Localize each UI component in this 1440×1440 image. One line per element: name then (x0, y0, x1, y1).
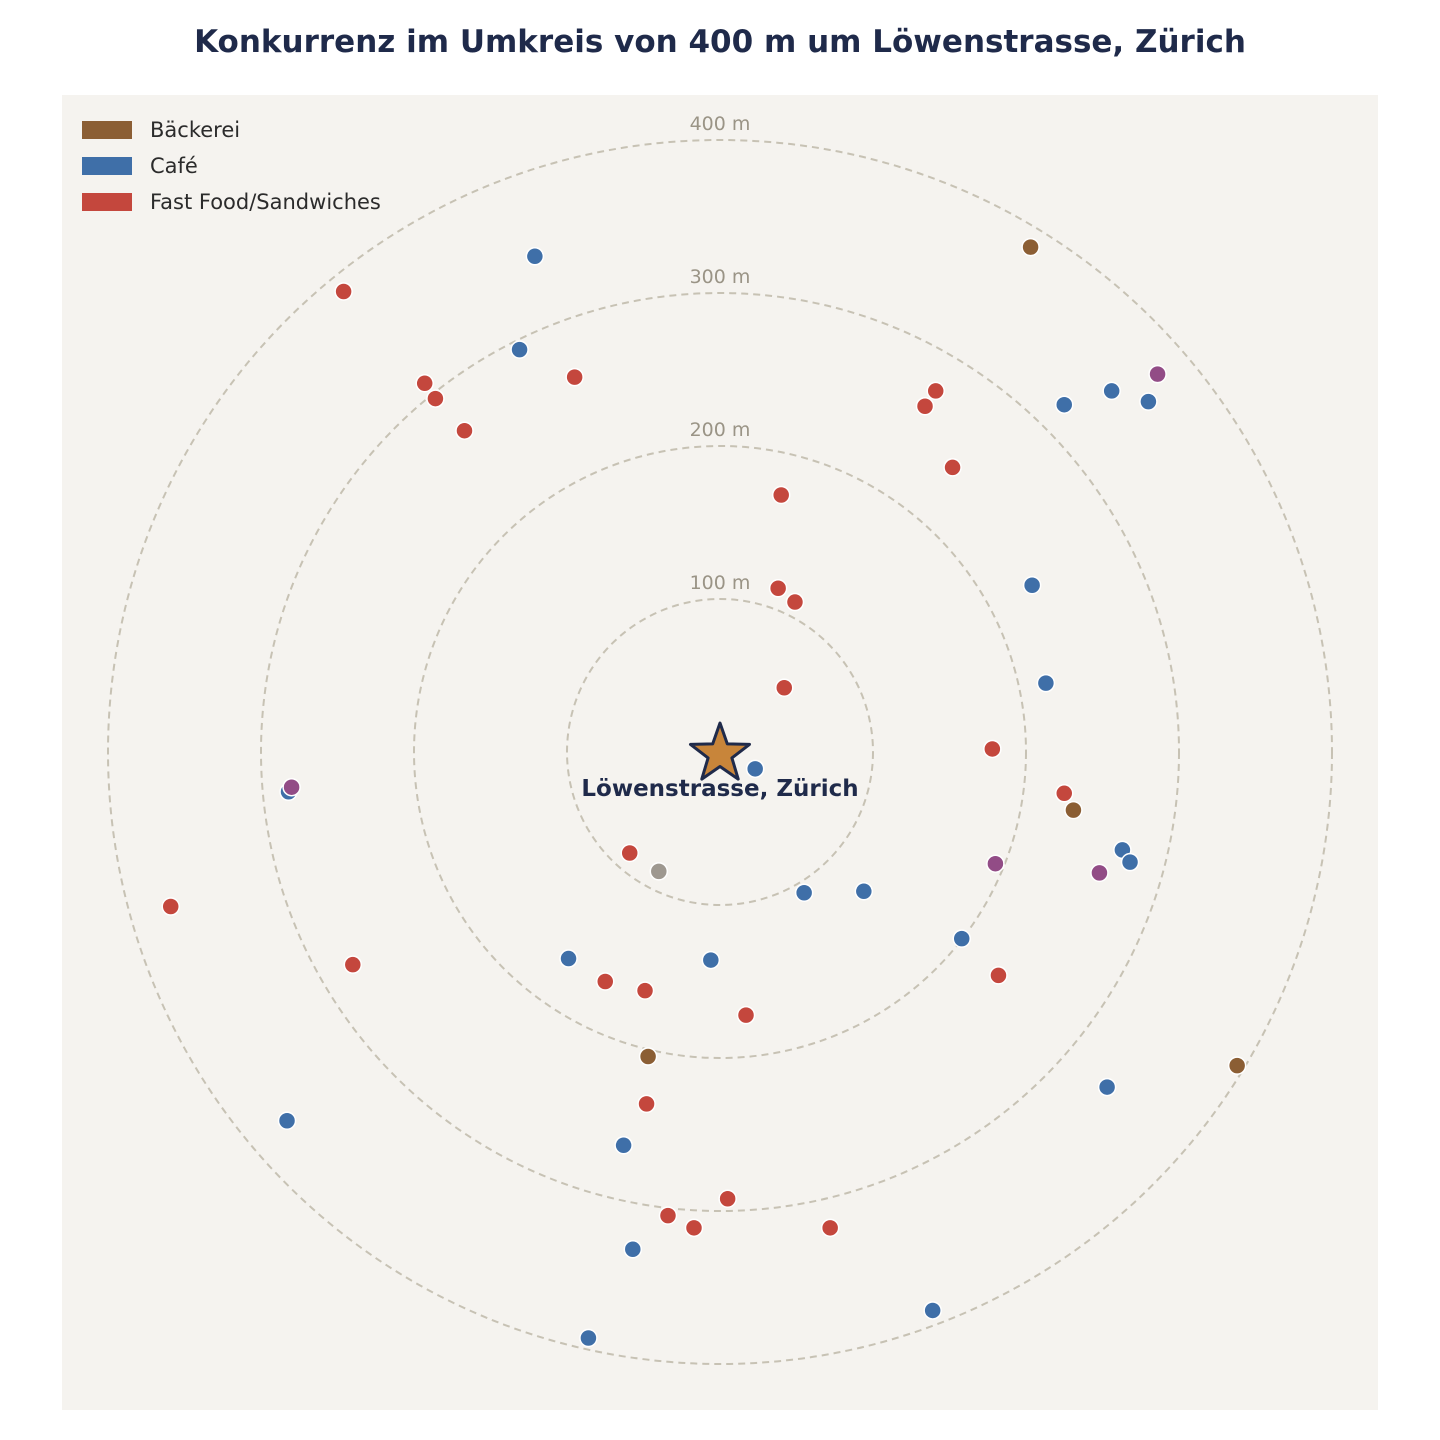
ring-200m (413, 445, 1027, 1059)
point-fast-food-sandwiches (658, 1206, 678, 1225)
legend-item-fast-food-sandwiches: Fast Food/Sandwiches (82, 184, 381, 220)
ring-label-100m: 100 m (690, 572, 751, 594)
chart-title: Konkurrenz im Umkreis von 400 m um Löwen… (194, 24, 1246, 60)
point-caf- (579, 1328, 598, 1348)
point-caf- (794, 883, 814, 903)
point-caf- (952, 929, 971, 948)
point-caf- (854, 881, 874, 901)
legend-label: Fast Food/Sandwiches (150, 190, 381, 214)
point-fast-food-sandwiches (596, 972, 615, 991)
point-caf- (1055, 395, 1074, 414)
point-fast-food-sandwiches (565, 367, 584, 387)
point-fast-food-sandwiches (775, 678, 794, 697)
legend-swatch (82, 121, 132, 139)
ring-label-400m: 400 m (690, 113, 751, 135)
point-fast-food-sandwiches (426, 389, 445, 408)
point-fast-food-sandwiches (1055, 784, 1074, 803)
point-caf- (1102, 381, 1121, 401)
point-other-purple (986, 854, 1005, 873)
point-caf- (277, 1111, 297, 1130)
ring-400m (107, 139, 1333, 1365)
point-fast-food-sandwiches (926, 381, 945, 401)
point-fast-food-sandwiches (718, 1189, 737, 1209)
point-fast-food-sandwiches (161, 897, 180, 916)
point-fast-food-sandwiches (415, 374, 434, 393)
ring-label-300m: 300 m (690, 266, 751, 288)
point-caf- (745, 759, 765, 779)
point-other-purple (1148, 364, 1167, 384)
legend-label: Bäckerei (150, 118, 241, 142)
point-caf- (1139, 392, 1158, 411)
point-fast-food-sandwiches (768, 579, 788, 598)
point-fast-food-sandwiches (334, 282, 353, 301)
center-marker: Löwenstrasse, Zürich (581, 721, 859, 802)
legend-item-caf-: Café (82, 148, 381, 184)
point-fast-food-sandwiches (684, 1218, 704, 1238)
legend-label: Café (150, 154, 198, 178)
legend-swatch (82, 157, 132, 175)
point-caf- (510, 340, 529, 359)
ring-300m (260, 292, 1180, 1212)
point-b-ckerei (638, 1047, 658, 1066)
center-star-icon (689, 721, 751, 781)
point-fast-food-sandwiches (983, 739, 1002, 759)
point-caf- (701, 950, 721, 970)
ring-100m (566, 598, 874, 906)
point-fast-food-sandwiches (455, 421, 474, 440)
point-fast-food-sandwiches (785, 592, 805, 612)
point-caf- (1097, 1077, 1117, 1097)
point-b-ckerei (1064, 800, 1083, 820)
point-fast-food-sandwiches (820, 1218, 840, 1238)
point-fast-food-sandwiches (943, 458, 962, 477)
point-caf- (559, 949, 578, 968)
point-caf- (1036, 673, 1056, 693)
point-b-ckerei (1227, 1056, 1247, 1075)
point-caf- (614, 1135, 633, 1155)
point-caf- (623, 1240, 643, 1259)
point-fast-food-sandwiches (635, 981, 655, 1000)
competitor-points (161, 237, 1247, 1348)
point-fast-food-sandwiches (989, 966, 1008, 985)
point-caf- (1022, 575, 1042, 595)
point-fast-food-sandwiches (637, 1094, 656, 1114)
point-fast-food-sandwiches (620, 843, 639, 863)
point-caf- (923, 1301, 942, 1320)
center-label: Löwenstrasse, Zürich (581, 776, 858, 802)
legend-item-b-ckerei: Bäckerei (82, 112, 381, 148)
legend-swatch (82, 193, 132, 211)
point-other-grey (649, 862, 669, 881)
legend: Bäckerei Café Fast Food/Sandwiches (82, 112, 381, 220)
point-fast-food-sandwiches (736, 1005, 756, 1025)
point-b-ckerei (1021, 237, 1040, 257)
point-fast-food-sandwiches (771, 485, 791, 505)
point-fast-food-sandwiches (915, 396, 935, 416)
point-caf- (525, 247, 545, 266)
point-caf- (1120, 852, 1140, 872)
point-fast-food-sandwiches (343, 955, 363, 974)
point-other-purple (282, 777, 301, 797)
point-other-purple (1090, 863, 1109, 883)
ring-label-200m: 200 m (690, 419, 751, 441)
distance-rings: 100 m 200 m 300 m 400 m (107, 113, 1333, 1365)
